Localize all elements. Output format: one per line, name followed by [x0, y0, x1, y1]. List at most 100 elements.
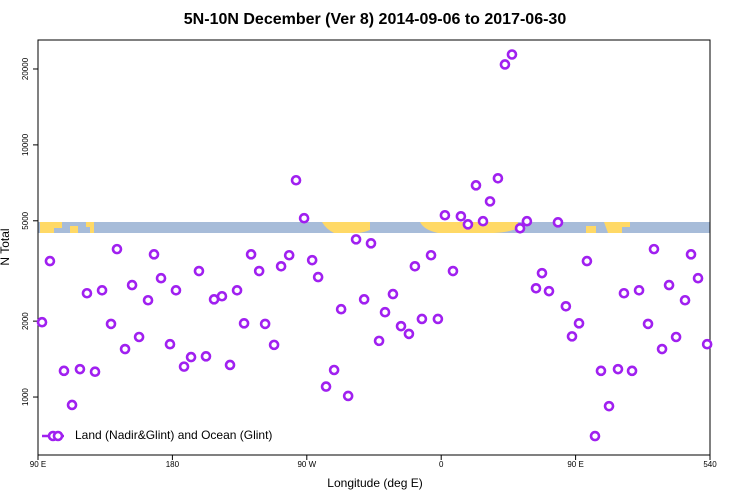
data-point [439, 209, 451, 221]
data-point [484, 196, 496, 207]
data-point [656, 343, 668, 355]
data-point [589, 430, 601, 442]
data-point [231, 285, 243, 296]
data-point [96, 285, 108, 296]
data-point [536, 267, 548, 279]
data-point [312, 271, 324, 283]
data-point [470, 180, 482, 191]
data-point [521, 215, 533, 227]
data-point [581, 255, 593, 267]
data-point [648, 243, 660, 255]
data-point [560, 301, 572, 312]
data-point [612, 363, 624, 375]
data-point [358, 294, 370, 305]
data-point [425, 249, 437, 261]
data-point [89, 366, 101, 378]
data-point [44, 255, 56, 267]
data-point [283, 249, 295, 261]
data-point [499, 59, 511, 70]
data-point [342, 390, 354, 402]
data-point [373, 335, 385, 347]
data-point [200, 351, 212, 362]
data-point [462, 219, 474, 230]
data-point [164, 338, 176, 350]
y-axis-label: N Total [0, 228, 12, 265]
data-point [185, 351, 197, 363]
data-point [530, 282, 542, 294]
data-point [148, 249, 160, 260]
data-point [670, 331, 682, 343]
data-point [395, 320, 407, 332]
data-point [245, 249, 257, 260]
data-point [275, 260, 287, 272]
data-point [685, 249, 697, 260]
data-point [66, 399, 78, 411]
y-tick-label: 1000 [21, 388, 30, 406]
x-tick-label: 90 W [297, 460, 316, 469]
data-point [328, 364, 340, 376]
data-point [268, 339, 280, 351]
plot-frame [37, 39, 711, 456]
data-point [603, 400, 615, 412]
data-point [259, 318, 271, 330]
data-point [298, 212, 310, 224]
data-point [409, 260, 421, 272]
data-point [701, 338, 713, 350]
y-tick-label: 5000 [21, 211, 30, 229]
legend-marker [52, 430, 64, 442]
data-point [477, 215, 489, 227]
data-point [663, 279, 675, 291]
data-point [253, 265, 265, 277]
data-point [111, 243, 123, 255]
data-point [566, 331, 578, 342]
data-point [58, 365, 70, 377]
x-tick-label: 0 [439, 460, 444, 469]
data-point [618, 287, 630, 299]
data-point [133, 331, 145, 343]
data-point [387, 288, 399, 300]
data-point [193, 265, 205, 277]
x-tick-label: 180 [166, 460, 180, 469]
y-tick-label: 10000 [21, 133, 30, 156]
data-point [552, 217, 564, 228]
data-point [119, 343, 131, 355]
x-tick-label: 90 E [567, 460, 583, 469]
data-point [178, 361, 190, 372]
data-point [403, 328, 415, 340]
data-point [692, 272, 704, 284]
data-point [306, 254, 318, 266]
chart-title: 5N-10N December (Ver 8) 2014-09-06 to 20… [184, 11, 567, 28]
data-point [335, 303, 347, 315]
data-point [126, 279, 138, 291]
data-point [633, 285, 645, 296]
x-tick-label: 90 E [30, 460, 46, 469]
data-point [216, 290, 228, 302]
data-point [224, 359, 236, 371]
data-point [238, 318, 250, 329]
data-point [290, 174, 302, 186]
map-strip [38, 222, 710, 233]
data-point [74, 363, 86, 375]
data-point [365, 238, 377, 249]
data-point [155, 272, 167, 284]
legend-label: Land (Nadir&Glint) and Ocean (Glint) [75, 428, 272, 442]
y-tick-label: 20000 [21, 57, 30, 80]
data-point [679, 294, 691, 306]
data-point [170, 285, 182, 296]
data-point [105, 318, 117, 330]
data-point [36, 316, 48, 328]
data-point [432, 313, 444, 325]
data-point [379, 306, 391, 318]
data-point [455, 210, 467, 222]
data-point [320, 381, 332, 392]
data-point [573, 318, 585, 329]
x-tick-label: 540 [703, 460, 717, 469]
data-point [514, 222, 526, 234]
data-point [350, 234, 362, 245]
data-point [595, 365, 607, 377]
data-point [543, 285, 555, 297]
y-tick-label: 2000 [21, 312, 30, 330]
data-point [416, 313, 428, 325]
data-point [506, 49, 518, 60]
